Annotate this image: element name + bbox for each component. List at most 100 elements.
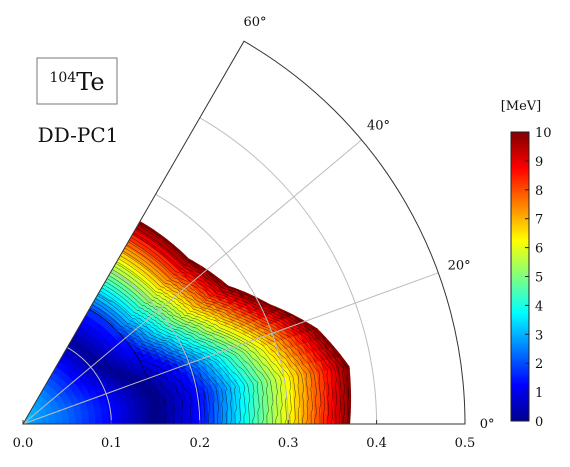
surface-cell — [264, 202, 277, 215]
surface-cell — [298, 247, 311, 263]
surface-cell — [337, 319, 349, 333]
contour-line — [126, 244, 313, 424]
surface-cell — [215, 173, 228, 185]
surface-cell — [214, 207, 226, 219]
surface-cell — [195, 226, 208, 239]
surface-cell — [211, 178, 224, 190]
colorbar-tick-label: 5 — [535, 271, 543, 286]
surface-cell — [308, 281, 321, 295]
surface-cell — [252, 239, 265, 253]
surface-cell — [354, 400, 361, 412]
surface-cell — [346, 353, 352, 367]
surface-cell — [350, 376, 352, 390]
surface-cell — [191, 231, 204, 244]
surface-cell — [219, 168, 232, 180]
contour-line — [124, 247, 309, 424]
surface-cell — [218, 150, 231, 162]
surface-cell — [169, 230, 182, 242]
grid-ray — [22, 272, 439, 425]
surface-cell — [234, 228, 247, 242]
surface-cell — [209, 250, 222, 263]
surface-cell — [299, 393, 308, 405]
surface-cell — [341, 330, 352, 345]
contour-line — [133, 232, 334, 424]
surface-cell — [244, 221, 258, 233]
contour-line — [136, 227, 342, 424]
surface-cell — [267, 406, 276, 416]
surface-cell — [354, 412, 361, 424]
surface-cell — [194, 166, 207, 178]
surface-cell — [141, 221, 154, 223]
surface-cell — [236, 165, 249, 178]
contour-line — [106, 278, 260, 424]
surface-cell — [347, 412, 352, 424]
colorbar-tick-label: 2 — [535, 357, 543, 372]
radial-tick-label: 0.1 — [101, 436, 122, 451]
surface-cell — [278, 221, 292, 234]
contour-line — [110, 272, 269, 424]
surface-cell — [263, 244, 277, 258]
surface-cell — [218, 230, 231, 243]
surface-cell — [271, 221, 285, 225]
surface-cell — [303, 257, 317, 272]
surface-cell — [244, 190, 257, 203]
surface-cell — [307, 403, 315, 415]
surface-cell — [236, 183, 249, 196]
surface-cell — [309, 267, 322, 282]
surface-cell — [232, 188, 245, 200]
surface-cell — [240, 178, 253, 191]
surface-cell — [277, 207, 290, 220]
surface-cell — [240, 236, 254, 249]
surface-cell — [194, 404, 202, 413]
surface-cell — [286, 241, 299, 256]
surface-cell — [280, 271, 293, 285]
surface-cell — [245, 391, 255, 401]
surface-cell — [202, 206, 214, 218]
surface-cell — [249, 186, 262, 199]
surface-cell — [226, 271, 238, 284]
surface-cell — [214, 416, 223, 424]
surface-cell — [253, 264, 266, 277]
surface-cell — [224, 237, 237, 250]
surface-cell — [177, 221, 190, 232]
surface-cell — [195, 143, 208, 155]
surface-cell — [204, 254, 217, 267]
surface-cell — [190, 205, 202, 216]
surface-cell — [194, 199, 206, 210]
surface-cell — [222, 225, 236, 239]
surface-cell — [211, 223, 224, 236]
surface-cell — [213, 395, 222, 405]
grid-circle — [155, 193, 289, 425]
surface-cell — [263, 281, 276, 294]
surface-cell — [262, 189, 275, 202]
contour-line — [122, 250, 305, 424]
surface-cell — [258, 272, 271, 286]
angular-tick-label: 0° — [480, 417, 495, 432]
surface-cell — [251, 227, 264, 241]
surface-cell — [242, 208, 254, 220]
surface-cell — [203, 243, 216, 256]
surface-cell — [261, 415, 269, 424]
contour-line — [135, 229, 338, 424]
surface-cell — [228, 175, 241, 187]
surface-cell — [197, 160, 210, 172]
surface-cell — [257, 194, 270, 207]
surface-cell — [253, 252, 266, 266]
nucleus-label-box — [36, 57, 118, 105]
surface-cell — [162, 225, 175, 237]
surface-cell — [173, 225, 186, 237]
surface-cell — [168, 413, 176, 420]
surface-cell — [302, 284, 315, 298]
surface-cell — [162, 177, 174, 188]
surface-cell — [344, 341, 352, 356]
surface-cell — [344, 377, 352, 391]
contour-line — [118, 258, 292, 424]
surface-cell — [149, 200, 160, 210]
surface-cell — [122, 419, 130, 424]
surface-cell — [258, 260, 271, 274]
surface-cell — [264, 256, 277, 270]
surface-cell — [207, 184, 219, 196]
surface-cell — [280, 232, 293, 247]
surface-cell — [280, 245, 294, 260]
surface-cell — [269, 240, 282, 254]
